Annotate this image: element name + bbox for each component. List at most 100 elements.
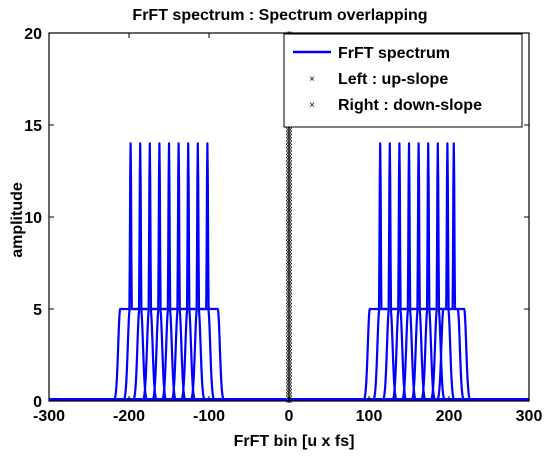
slope-marker xyxy=(285,253,291,258)
slope-marker xyxy=(287,276,293,281)
slope-marker xyxy=(285,183,291,188)
slope-marker xyxy=(287,186,293,192)
slope-marker xyxy=(287,206,293,211)
slope-marker xyxy=(285,196,291,202)
slope-marker xyxy=(285,273,291,278)
slope-marker xyxy=(285,190,291,195)
slope-marker xyxy=(287,160,293,165)
slope-marker xyxy=(285,256,291,261)
slope-marker xyxy=(287,365,293,370)
slope-marker xyxy=(285,349,291,354)
y-tick-label: 0 xyxy=(33,394,42,411)
x-tick-label: 300 xyxy=(516,408,543,425)
slope-marker xyxy=(285,369,291,374)
x-tick-label: -200 xyxy=(113,408,145,425)
slope-marker xyxy=(285,213,291,218)
slope-marker xyxy=(285,163,291,168)
slope-marker xyxy=(285,160,291,165)
slope-marker xyxy=(287,230,293,235)
slope-marker xyxy=(285,173,291,178)
slope-marker xyxy=(285,332,291,337)
legend-marker-left: × xyxy=(309,74,315,85)
slope-marker xyxy=(287,236,293,241)
slope-marker xyxy=(287,203,293,208)
slope-marker xyxy=(287,355,293,360)
slope-marker xyxy=(285,292,291,298)
slope-marker xyxy=(285,157,291,162)
slope-marker xyxy=(285,299,291,304)
slope-marker xyxy=(287,249,293,255)
y-tick-label: 5 xyxy=(33,302,42,319)
slope-marker xyxy=(285,259,291,264)
slope-marker xyxy=(287,210,293,215)
slope-marker xyxy=(285,170,291,175)
slope-marker xyxy=(285,379,291,384)
legend-box xyxy=(283,33,523,128)
slope-marker xyxy=(285,243,291,248)
slope-marker xyxy=(285,167,291,172)
slope-marker xyxy=(285,137,291,142)
slope-marker xyxy=(287,153,293,158)
slope-marker xyxy=(287,253,293,258)
slope-marker xyxy=(287,279,293,284)
slope-marker xyxy=(287,372,293,377)
slope-marker xyxy=(287,200,293,205)
slope-marker xyxy=(287,329,293,334)
slope-marker xyxy=(287,299,293,304)
slope-marker xyxy=(287,263,293,268)
slope-marker xyxy=(287,332,293,337)
slope-marker xyxy=(285,233,291,238)
slope-marker xyxy=(285,140,291,145)
slope-marker xyxy=(287,349,293,354)
slope-marker xyxy=(287,375,293,380)
slope-marker xyxy=(285,230,291,235)
legend-entry-right-downslope: Right : down-slope xyxy=(338,97,482,114)
y-tick-label: 15 xyxy=(24,118,42,135)
slope-marker xyxy=(285,249,291,255)
slope-marker xyxy=(287,283,293,288)
slope-marker xyxy=(285,220,291,225)
slope-marker xyxy=(287,259,293,264)
x-tick-label: 0 xyxy=(285,408,294,425)
slope-marker xyxy=(285,312,291,317)
slope-marker xyxy=(287,170,293,175)
slope-marker xyxy=(287,243,293,248)
slope-marker xyxy=(285,342,291,347)
slope-marker xyxy=(287,196,293,202)
slope-marker xyxy=(285,269,291,274)
legend-entry-fft-spectrum: FrFT spectrum xyxy=(338,45,450,62)
slope-marker xyxy=(287,392,293,397)
slope-marker xyxy=(285,210,291,215)
slope-marker xyxy=(287,336,293,341)
slope-marker xyxy=(285,392,291,397)
slope-marker xyxy=(285,296,291,301)
plot-area: -300 -200 -100 0 100 200 300 0 5 10 15 20 xyxy=(24,26,542,425)
slope-marker xyxy=(285,319,291,324)
slope-marker xyxy=(287,157,293,162)
slope-marker xyxy=(285,336,291,341)
slope-marker xyxy=(287,326,293,331)
y-axis-label: amplitude xyxy=(9,182,26,258)
slope-marker xyxy=(285,283,291,288)
slope-marker xyxy=(285,186,291,192)
slope-marker xyxy=(287,246,293,251)
slope-marker xyxy=(285,236,291,241)
slope-marker xyxy=(285,362,291,367)
slope-marker xyxy=(287,309,293,314)
slope-marker xyxy=(287,339,293,344)
slope-marker xyxy=(285,150,291,155)
slope-marker xyxy=(285,359,291,364)
slope-marker xyxy=(287,379,293,384)
slope-marker xyxy=(287,190,293,195)
slope-marker xyxy=(285,223,291,228)
slope-marker xyxy=(287,130,293,135)
slope-marker xyxy=(285,226,291,231)
slope-marker xyxy=(287,133,293,139)
slope-marker xyxy=(287,177,293,182)
slope-marker xyxy=(287,256,293,261)
slope-marker xyxy=(285,276,291,281)
slope-marker xyxy=(285,180,291,185)
y-tick-label: 10 xyxy=(24,210,42,227)
x-tick-label: -300 xyxy=(33,408,65,425)
